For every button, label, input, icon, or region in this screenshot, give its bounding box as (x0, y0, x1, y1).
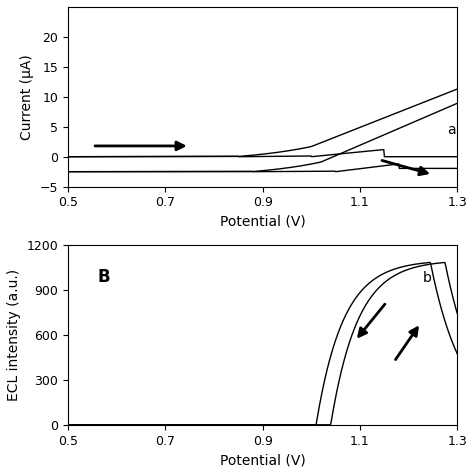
Y-axis label: Current (μA): Current (μA) (20, 54, 34, 140)
X-axis label: Potential (V): Potential (V) (220, 453, 305, 467)
Text: a: a (447, 123, 456, 137)
Text: B: B (97, 267, 110, 285)
Text: b: b (423, 271, 432, 285)
X-axis label: Potential (V): Potential (V) (220, 215, 305, 229)
Y-axis label: ECL intensity (a.u.): ECL intensity (a.u.) (7, 269, 21, 401)
